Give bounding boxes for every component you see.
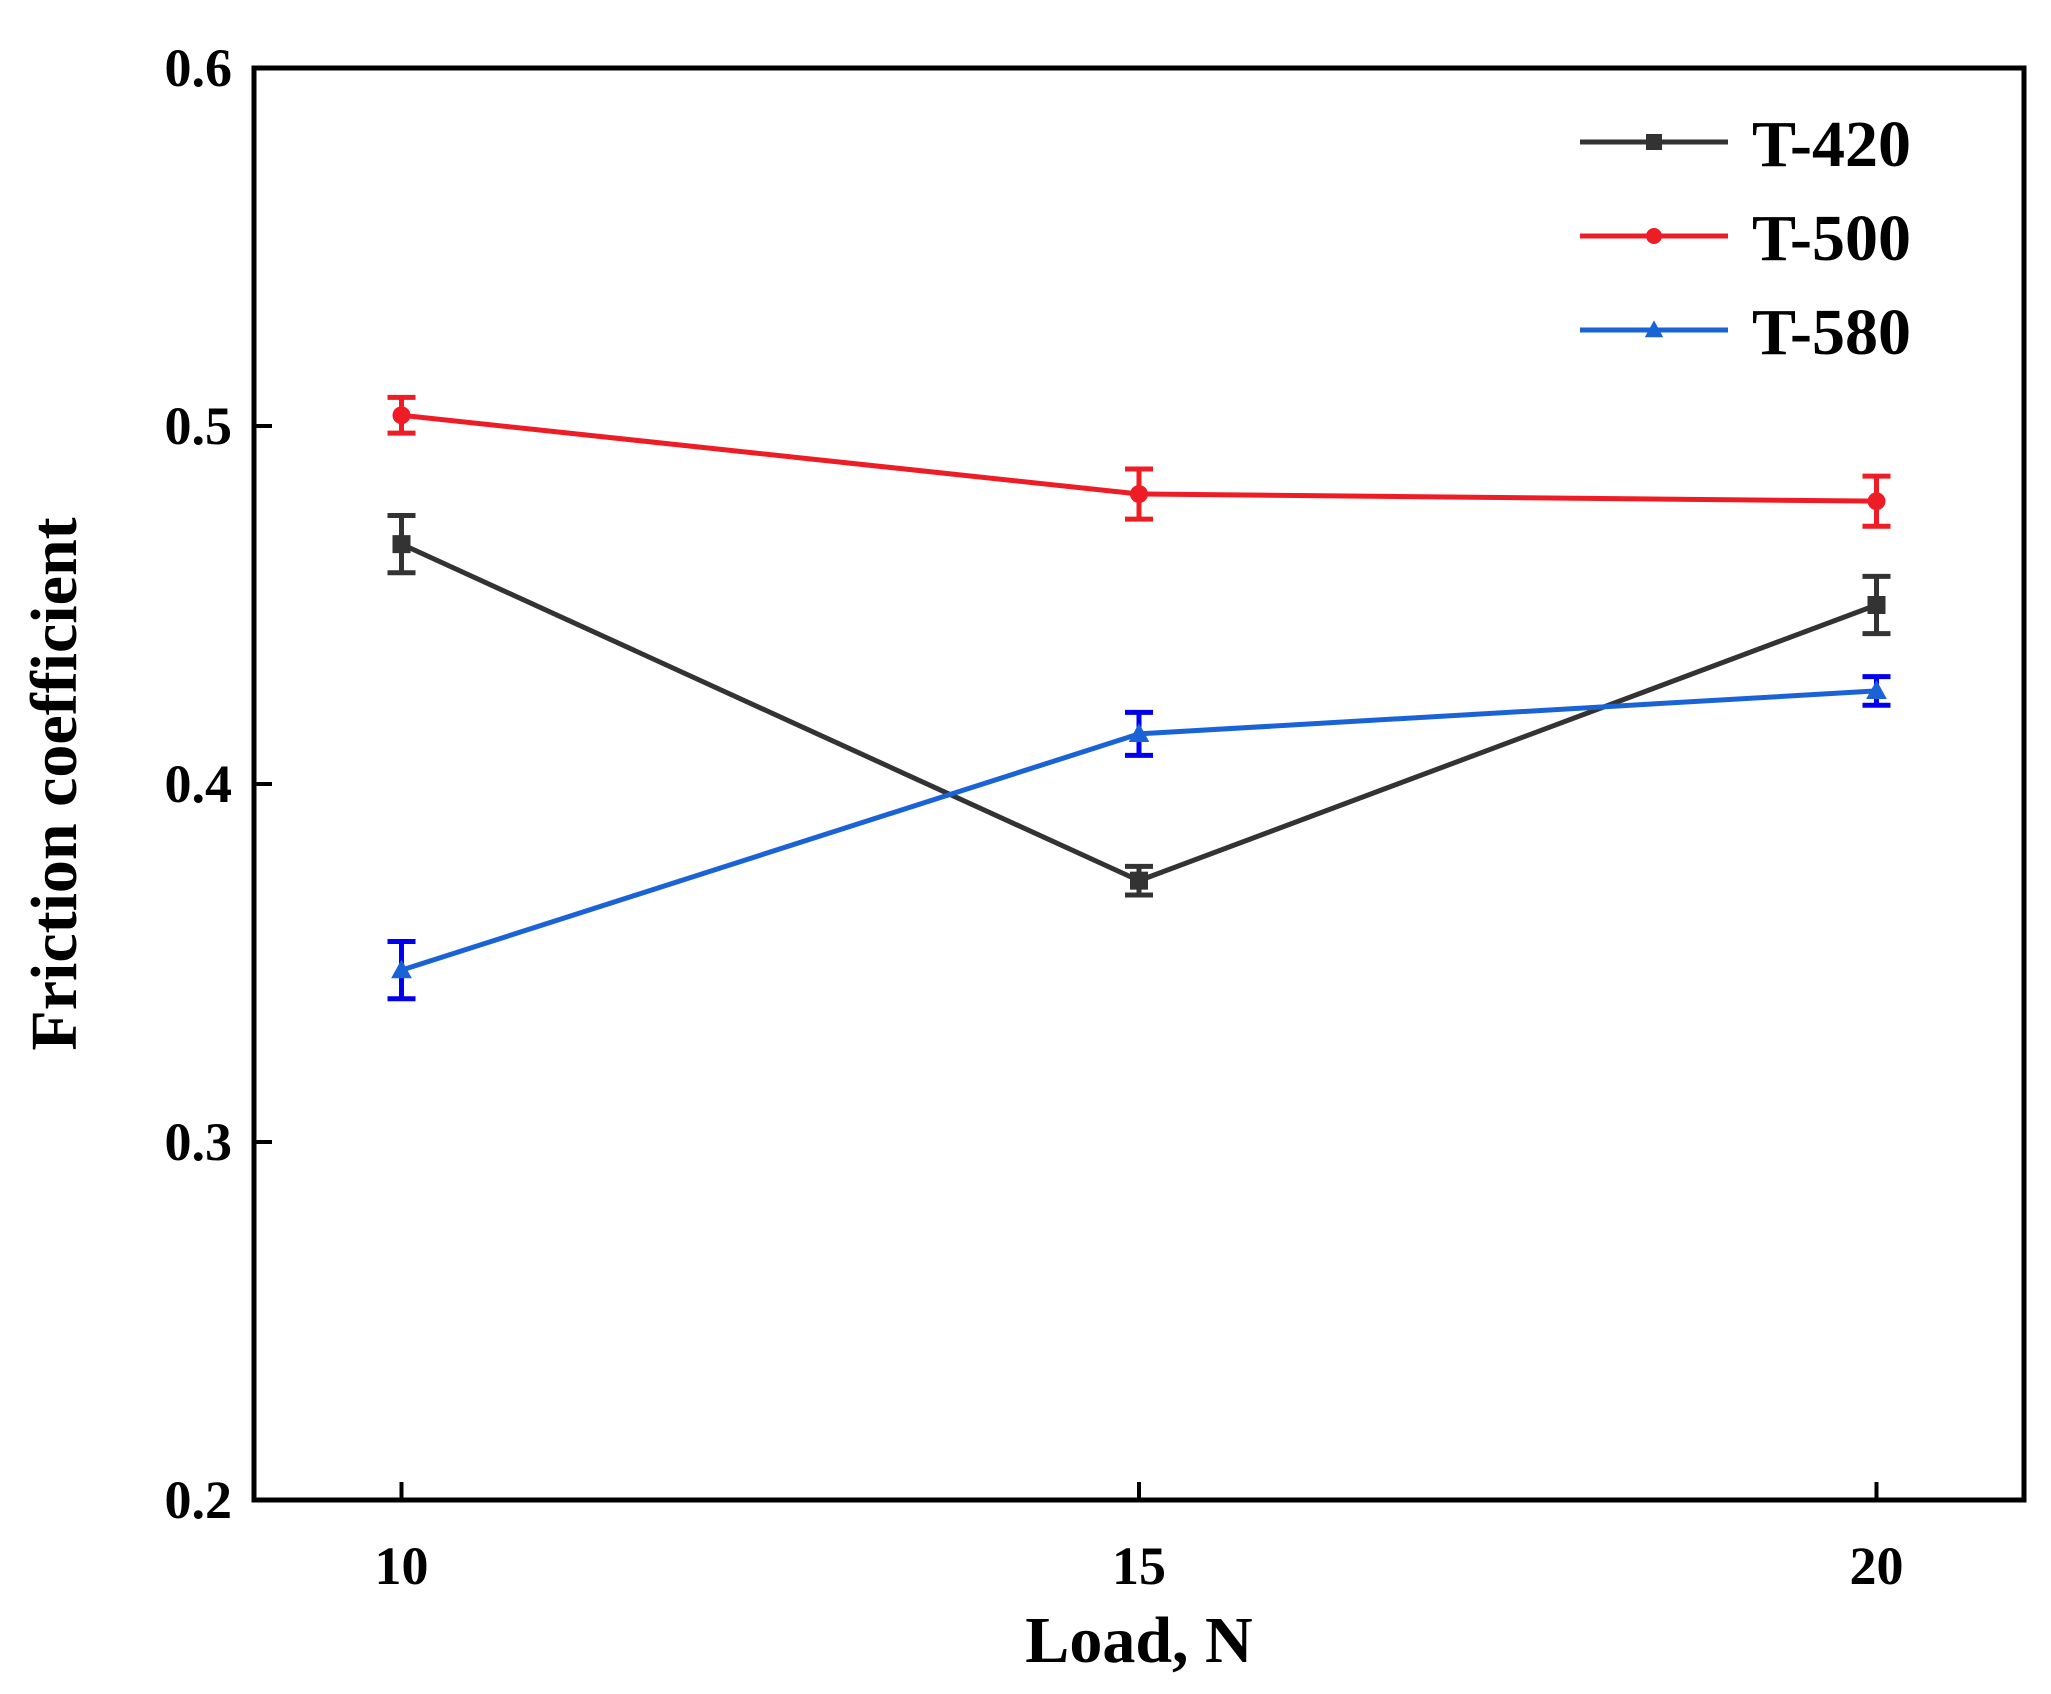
data-point-t-580: [391, 959, 412, 979]
y-tick-label: 0.4: [165, 754, 233, 814]
series-layer: [387, 394, 1891, 1002]
legend-label: T-580: [1752, 296, 1911, 369]
data-point-t-420: [1867, 596, 1886, 614]
plot-frame: [251, 65, 2027, 1503]
legend-marker-t-580: [1644, 320, 1664, 338]
data-point-t-500: [392, 406, 411, 425]
x-tick-label: 15: [1112, 1536, 1166, 1596]
legend-marker-t-420: [1646, 134, 1662, 150]
legend-item-t-580: T-580: [1580, 296, 1911, 369]
legend-label: T-500: [1752, 202, 1911, 275]
data-point-t-420: [1130, 871, 1148, 890]
data-point-t-580: [1866, 680, 1887, 700]
data-point-t-580: [1128, 723, 1150, 742]
series-t-500: [387, 394, 1891, 529]
legend-label: T-420: [1752, 108, 1911, 181]
y-tick-label: 0.5: [165, 396, 233, 456]
legend-item-t-420: T-420: [1580, 108, 1911, 181]
y-axis: 0.2 0.3 0.4 0.5 0.6: [165, 38, 272, 1530]
series-t-580: [387, 674, 1891, 1002]
legend: T-420 T-500 T-580: [1580, 108, 1911, 369]
data-point-t-420: [392, 535, 411, 554]
y-tick-label: 0.2: [165, 1470, 233, 1530]
data-point-t-500: [1130, 485, 1148, 504]
y-axis-title: Friction coefficient: [18, 517, 91, 1050]
x-axis: 10 15 20: [375, 1482, 1904, 1596]
series-t-420: [387, 513, 1891, 898]
plot-area: [251, 65, 2027, 1503]
y-tick-label: 0.6: [165, 38, 233, 98]
legend-marker-t-500: [1646, 228, 1662, 244]
y-tick-label: 0.3: [165, 1112, 233, 1172]
x-tick-label: 10: [375, 1536, 429, 1596]
legend-item-t-500: T-500: [1580, 202, 1911, 275]
data-point-t-500: [1867, 492, 1886, 511]
x-tick-label: 20: [1850, 1536, 1904, 1596]
x-axis-title: Load, N: [1025, 1604, 1252, 1677]
